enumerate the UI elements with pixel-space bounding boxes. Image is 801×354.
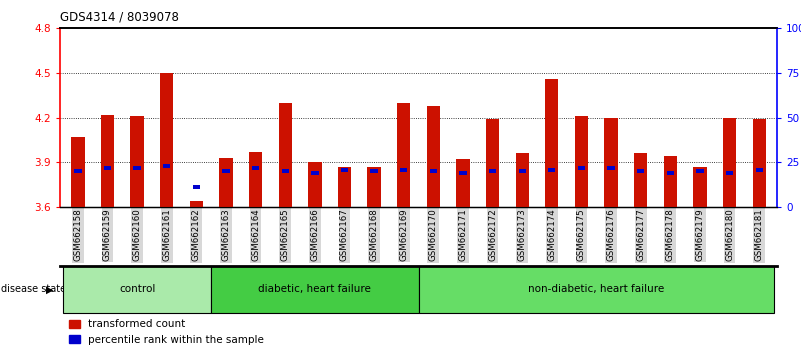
Text: disease state: disease state bbox=[1, 284, 66, 295]
Bar bbox=[752, 119, 766, 207]
Bar bbox=[637, 169, 644, 173]
Bar bbox=[249, 152, 262, 207]
Bar bbox=[338, 167, 351, 207]
Bar bbox=[279, 103, 292, 207]
Bar bbox=[429, 169, 437, 173]
Bar bbox=[308, 162, 321, 207]
Bar bbox=[400, 167, 408, 172]
Bar bbox=[605, 118, 618, 207]
Text: control: control bbox=[119, 284, 155, 295]
Legend: transformed count, percentile rank within the sample: transformed count, percentile rank withi… bbox=[66, 315, 268, 349]
Bar bbox=[397, 103, 410, 207]
Bar bbox=[696, 169, 703, 173]
Bar bbox=[694, 167, 706, 207]
Bar bbox=[219, 158, 232, 207]
Bar bbox=[457, 159, 469, 207]
Bar bbox=[607, 166, 614, 170]
Bar bbox=[71, 137, 85, 207]
Text: diabetic, heart failure: diabetic, heart failure bbox=[259, 284, 372, 295]
Bar bbox=[427, 106, 440, 207]
Bar bbox=[486, 119, 499, 207]
Bar bbox=[104, 166, 111, 170]
Bar bbox=[755, 167, 763, 172]
Bar bbox=[548, 167, 556, 172]
Bar bbox=[489, 169, 497, 173]
Bar bbox=[163, 164, 171, 168]
Bar bbox=[634, 154, 647, 207]
Bar bbox=[518, 169, 526, 173]
Bar bbox=[723, 118, 736, 207]
Bar bbox=[459, 171, 467, 175]
Bar bbox=[370, 169, 378, 173]
Bar bbox=[160, 73, 173, 207]
Bar bbox=[252, 166, 260, 170]
Text: non-diabetic, heart failure: non-diabetic, heart failure bbox=[528, 284, 664, 295]
Bar bbox=[281, 169, 289, 173]
Bar bbox=[74, 169, 82, 173]
Bar bbox=[340, 167, 348, 172]
Bar bbox=[666, 171, 674, 175]
Text: GDS4314 / 8039078: GDS4314 / 8039078 bbox=[60, 11, 179, 24]
Bar bbox=[516, 154, 529, 207]
Bar bbox=[578, 166, 585, 170]
Bar bbox=[131, 116, 143, 207]
Bar bbox=[101, 115, 114, 207]
Bar bbox=[575, 116, 588, 207]
Bar bbox=[311, 171, 319, 175]
Bar bbox=[193, 185, 200, 189]
Bar bbox=[726, 171, 733, 175]
Text: ▶: ▶ bbox=[46, 284, 54, 295]
Bar bbox=[223, 169, 230, 173]
Bar bbox=[368, 167, 380, 207]
Bar bbox=[545, 79, 558, 207]
Bar bbox=[190, 201, 203, 207]
Bar bbox=[664, 156, 677, 207]
Bar bbox=[134, 166, 141, 170]
